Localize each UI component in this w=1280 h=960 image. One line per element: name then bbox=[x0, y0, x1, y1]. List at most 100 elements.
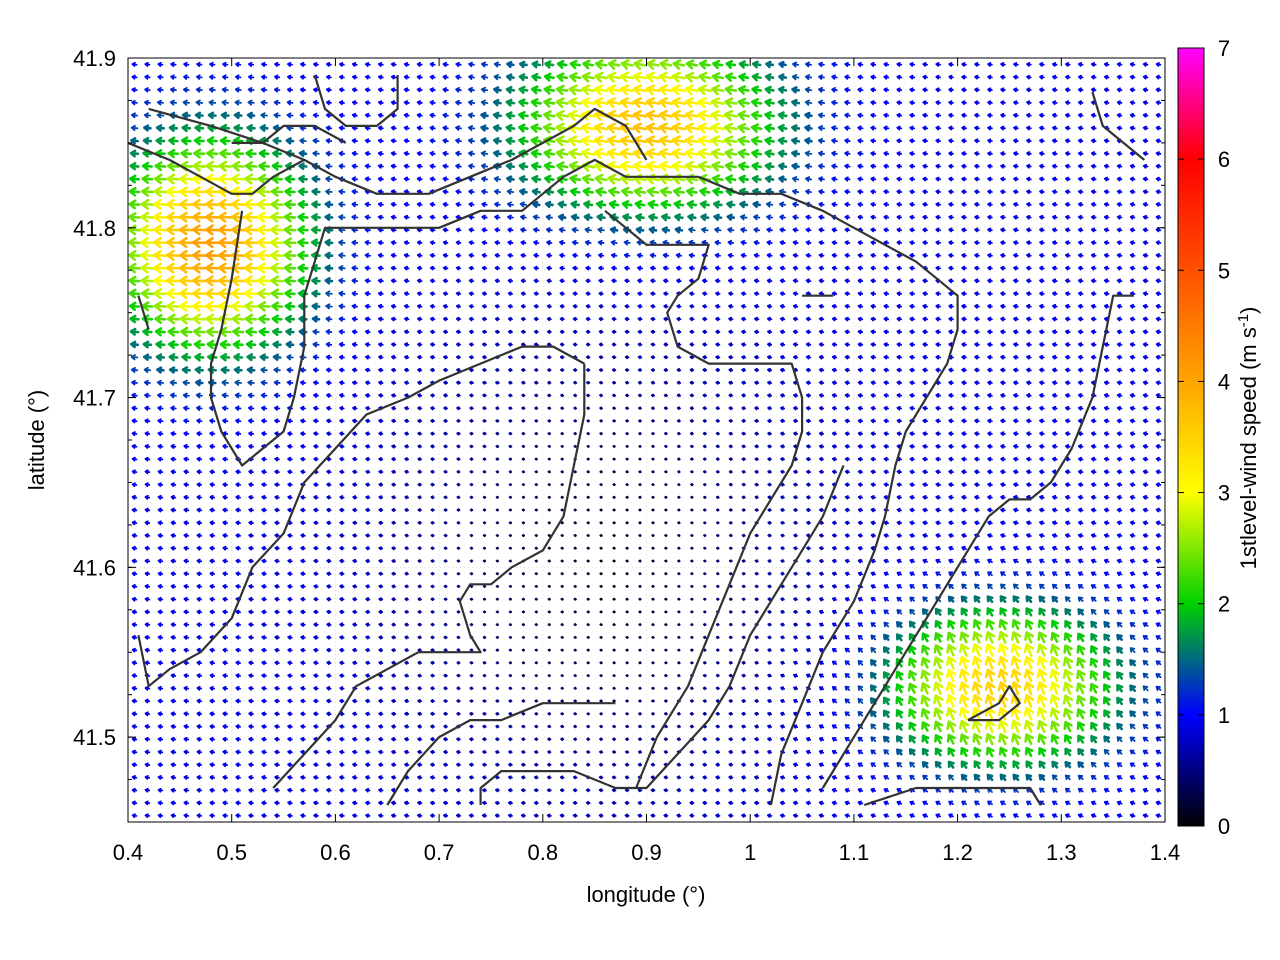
wind-arrow bbox=[663, 800, 669, 806]
wind-arrow-glyph bbox=[456, 661, 461, 665]
wind-arrow bbox=[443, 749, 448, 755]
wind-arrow bbox=[404, 469, 409, 474]
wind-arrow bbox=[611, 788, 617, 793]
wind-arrow-glyph bbox=[741, 635, 746, 640]
wind-arrow bbox=[365, 482, 371, 487]
wind-arrow-glyph bbox=[651, 546, 655, 550]
wind-arrow-glyph bbox=[1051, 747, 1059, 757]
wind-arrow bbox=[209, 775, 216, 780]
wind-arrow-glyph bbox=[741, 521, 746, 525]
wind-arrow-glyph bbox=[352, 775, 358, 780]
wind-arrow-glyph bbox=[844, 775, 851, 780]
wind-arrow bbox=[702, 686, 707, 691]
wind-arrow bbox=[339, 775, 345, 780]
wind-arrow-glyph bbox=[586, 470, 590, 474]
wind-arrow-glyph bbox=[586, 712, 590, 716]
wind-arrow-glyph bbox=[521, 762, 526, 767]
wind-arrow-glyph bbox=[1116, 775, 1123, 780]
wind-arrow-glyph bbox=[651, 712, 655, 716]
wind-arrow-glyph bbox=[495, 648, 500, 652]
wind-arrow-glyph bbox=[521, 521, 526, 525]
wind-arrow bbox=[806, 622, 811, 627]
wind-arrow-glyph bbox=[664, 457, 668, 461]
wind-arrow bbox=[547, 674, 551, 678]
wind-arrow bbox=[430, 610, 435, 614]
wind-arrow-glyph bbox=[443, 813, 449, 818]
wind-arrow bbox=[998, 746, 1008, 758]
wind-arrow bbox=[391, 660, 397, 665]
wind-arrow-glyph bbox=[599, 572, 603, 576]
wind-arrow-glyph bbox=[482, 800, 487, 806]
wind-arrow-glyph bbox=[534, 572, 538, 576]
wind-arrow-glyph bbox=[521, 623, 526, 627]
wind-arrow-glyph bbox=[430, 737, 435, 742]
wind-arrow-glyph bbox=[248, 762, 254, 768]
wind-arrow bbox=[690, 508, 694, 512]
wind-arrow-glyph bbox=[780, 571, 785, 576]
wind-arrow bbox=[378, 609, 384, 615]
wind-arrow-glyph bbox=[482, 750, 487, 755]
wind-arrow bbox=[326, 787, 332, 793]
wind-arrow bbox=[831, 787, 838, 793]
wind-arrow bbox=[612, 584, 616, 588]
wind-arrow-glyph bbox=[144, 775, 151, 780]
wind-arrow bbox=[638, 534, 642, 538]
wind-arrow-glyph bbox=[404, 444, 410, 449]
wind-arrow bbox=[586, 610, 590, 614]
wind-arrow bbox=[586, 674, 590, 678]
wind-arrow-glyph bbox=[326, 762, 332, 768]
wind-arrow-glyph bbox=[780, 673, 786, 678]
wind-arrow-glyph bbox=[430, 673, 435, 678]
wind-arrow-glyph bbox=[767, 724, 773, 729]
wind-arrow bbox=[1155, 813, 1162, 819]
wind-arrow-glyph bbox=[508, 623, 513, 627]
wind-arrow bbox=[651, 712, 655, 716]
wind-arrow bbox=[391, 749, 397, 755]
wind-arrow-glyph bbox=[495, 750, 500, 755]
wind-arrow bbox=[417, 533, 422, 538]
wind-arrow bbox=[443, 457, 448, 462]
wind-arrow-glyph bbox=[417, 673, 422, 678]
wind-arrow-glyph bbox=[690, 623, 694, 627]
wind-arrow bbox=[651, 610, 655, 614]
wind-arrow bbox=[780, 546, 785, 551]
wind-arrow-glyph bbox=[547, 521, 551, 525]
wind-arrow-glyph bbox=[677, 597, 681, 601]
wind-arrow-glyph bbox=[1090, 761, 1097, 768]
wind-arrow bbox=[573, 661, 577, 665]
wind-arrow bbox=[521, 635, 526, 639]
wind-arrow bbox=[378, 533, 384, 538]
wind-arrow-glyph bbox=[365, 749, 371, 755]
wind-arrow bbox=[793, 482, 798, 487]
wind-arrow bbox=[818, 787, 825, 793]
wind-arrow-glyph bbox=[508, 661, 513, 665]
wind-arrow-glyph bbox=[703, 534, 707, 538]
wind-arrow bbox=[482, 508, 487, 512]
wind-arrow-glyph bbox=[883, 787, 890, 793]
wind-arrow bbox=[663, 775, 669, 780]
wind-arrow-glyph bbox=[352, 597, 358, 602]
wind-arrow bbox=[404, 508, 409, 513]
wind-arrow-glyph bbox=[690, 661, 694, 665]
wind-arrow-glyph bbox=[728, 521, 733, 525]
wind-arrow bbox=[638, 661, 642, 665]
wind-arrow-glyph bbox=[612, 686, 616, 690]
wind-arrow bbox=[599, 495, 603, 499]
wind-arrow bbox=[728, 431, 733, 436]
wind-arrow-glyph bbox=[261, 762, 267, 768]
wind-arrow bbox=[560, 584, 564, 588]
wind-arrow bbox=[404, 444, 410, 449]
wind-arrow bbox=[664, 686, 668, 690]
wind-arrow bbox=[378, 686, 384, 691]
wind-arrow bbox=[611, 813, 617, 818]
wind-arrow bbox=[365, 800, 371, 806]
wind-arrow bbox=[417, 749, 423, 755]
wind-arrow-glyph bbox=[559, 788, 565, 793]
wind-arrow-glyph bbox=[754, 482, 759, 487]
wind-arrow-glyph bbox=[767, 737, 773, 742]
wind-arrow bbox=[391, 495, 397, 500]
wind-arrow bbox=[599, 610, 603, 614]
wind-arrow-glyph bbox=[625, 712, 629, 716]
wind-arrow bbox=[741, 431, 746, 436]
wind-arrow bbox=[430, 546, 435, 551]
